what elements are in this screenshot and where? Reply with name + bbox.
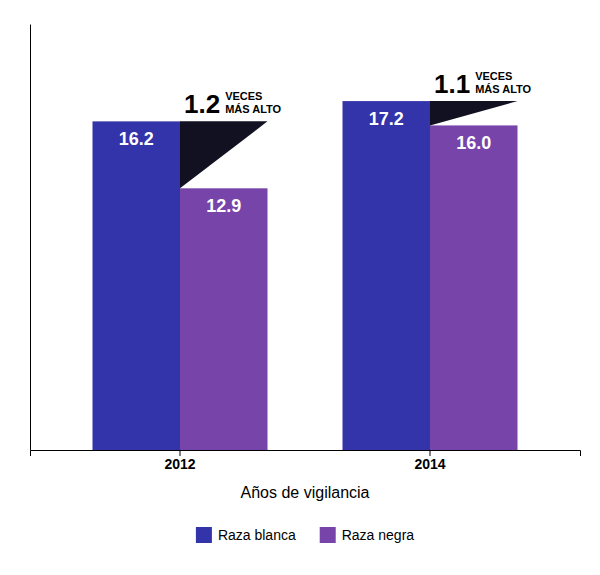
x-axis-line	[31, 451, 581, 457]
data-label: 17.2	[369, 109, 404, 129]
x-tick-label: 2014	[414, 456, 445, 472]
legend-label: Raza blanca	[218, 527, 296, 543]
marks	[93, 101, 518, 450]
data-label: 12.9	[206, 196, 241, 216]
annotation-detail: MÁS ALTO	[225, 103, 281, 115]
difference-triangle	[430, 101, 518, 125]
data-label: 16.0	[456, 133, 491, 153]
legend-item: Raza blanca	[196, 527, 296, 543]
bar	[430, 125, 518, 450]
legend: Raza blanca Raza negra	[196, 527, 414, 543]
bar	[93, 121, 181, 450]
x-tick: 2014	[414, 450, 445, 472]
bar	[180, 188, 268, 450]
bar	[343, 101, 431, 450]
legend-label: Raza negra	[342, 527, 415, 543]
annotation-detail: VECES	[475, 70, 512, 82]
texts: 16.217.212.916.01.2VECESMÁS ALTO1.1VECES…	[119, 69, 532, 216]
legend-item: Raza negra	[320, 527, 415, 543]
annotation-detail: VECES	[225, 90, 262, 102]
x-axis-title: Años de vigilancia	[241, 484, 370, 501]
plot: 16.217.212.916.01.2VECESMÁS ALTO1.1VECES…	[31, 25, 581, 544]
x-tick-label: 2012	[164, 456, 195, 472]
difference-triangle	[180, 121, 268, 188]
x-tick: 2012	[164, 450, 195, 472]
legend-swatch	[320, 527, 336, 543]
legend-swatch	[196, 527, 212, 543]
annotation: 1.2	[184, 89, 220, 119]
y-axis	[30, 25, 31, 451]
y-axis-line	[30, 25, 31, 451]
chart: 16.217.212.916.01.2VECESMÁS ALTO1.1VECES…	[0, 0, 600, 575]
data-label: 16.2	[119, 129, 154, 149]
annotation: 1.1	[434, 69, 470, 99]
annotation-detail: MÁS ALTO	[475, 83, 531, 95]
x-axis: 2012 2014	[31, 450, 581, 472]
